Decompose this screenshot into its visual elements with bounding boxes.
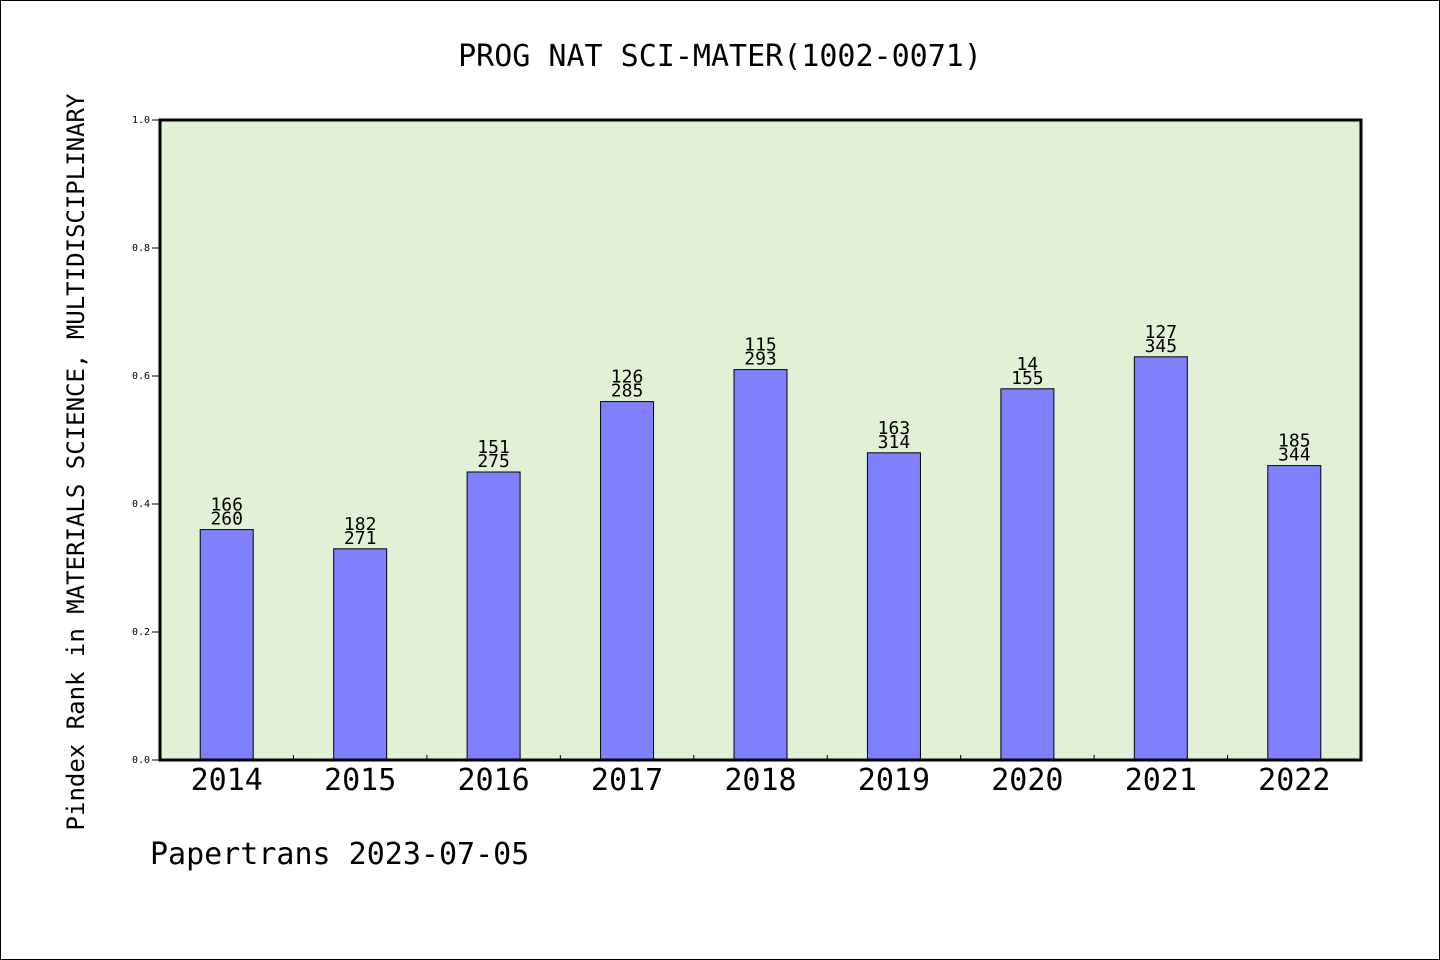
y-axis-ticks: 0.0 0.2 0.4 0.6 0.8 1.0 [132,115,160,766]
bars [199,356,1322,761]
rank-label: 163 [878,418,911,439]
footer-text: Papertrans 2023-07-05 [150,837,529,872]
total-label: 285 [611,381,644,402]
x-tick-label: 2017 [591,763,663,798]
plot-border [158,118,1363,762]
x-tick-label: 2014 [191,763,263,798]
x-tick-label: 2019 [858,763,930,798]
rank-label: 151 [477,437,510,458]
y-tick-label: 0.0 [132,755,150,766]
y-axis-label: Pindex Rank in MATERIALS SCIENCE, MULTID… [62,93,90,830]
bar-2016 [466,471,521,761]
rank-label: 14 [1017,354,1039,375]
total-label: 155 [1011,368,1044,389]
bar-2015 [333,548,388,761]
total-label: 271 [344,528,377,549]
total-label: 293 [744,349,777,370]
x-tick-label: 2020 [991,763,1063,798]
rank-label: 126 [611,367,644,388]
y-tick-label: 1.0 [132,115,150,126]
x-tick-label: 2018 [724,763,796,798]
x-tick-label: 2015 [324,763,396,798]
y-tick-label: 0.2 [132,627,150,638]
bar-2014 [199,529,254,761]
total-label: 314 [878,432,911,453]
y-tick-label: 0.6 [132,371,150,382]
x-tick-label: 2021 [1125,763,1197,798]
total-label: 260 [210,509,243,530]
rank-label: 127 [1145,322,1178,343]
x-tick-label: 2016 [457,763,529,798]
y-tick-label: 0.8 [132,243,150,254]
total-label: 344 [1278,445,1311,466]
bar-2020 [1000,388,1055,761]
rank-label: 115 [744,335,777,356]
x-axis-ticks: 2014 2015 2016 2017 2018 2019 2020 2021 2022 [191,755,1330,798]
rank-label: 166 [210,495,243,516]
bar-2018 [733,369,788,761]
chart-title: PROG NAT SCI-MATER(1002-0071) [458,39,982,74]
x-tick-label: 2022 [1258,763,1330,798]
total-label: 275 [477,451,510,472]
rank-label: 182 [344,514,377,535]
rank-label: 185 [1278,431,1311,452]
bar-2021 [1133,356,1188,761]
bar-2022 [1267,465,1322,761]
bar-2019 [866,452,921,761]
total-label: 345 [1145,336,1178,357]
y-tick-label: 0.4 [132,499,150,510]
bar-2017 [600,401,655,761]
